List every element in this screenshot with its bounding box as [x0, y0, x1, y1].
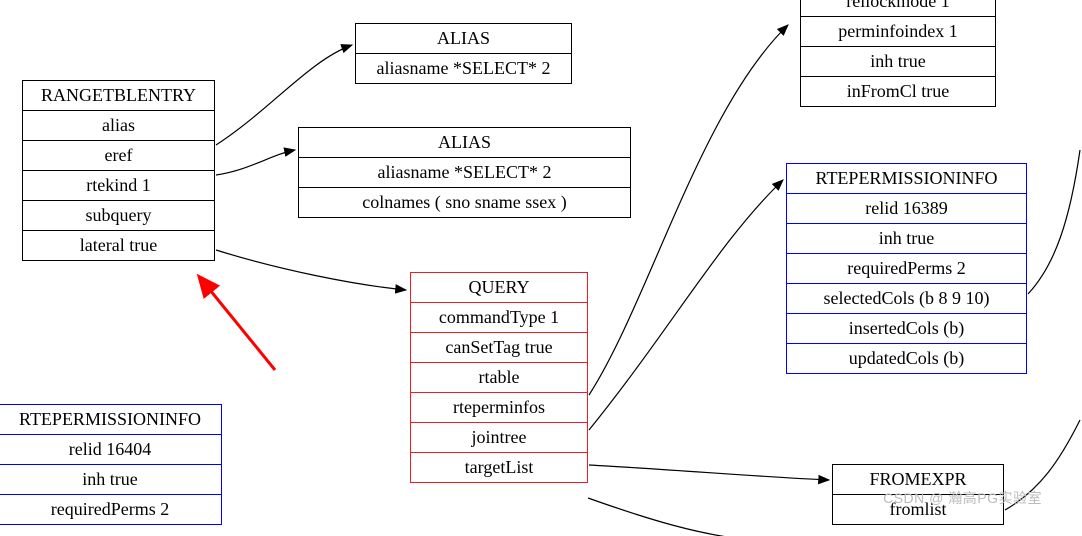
edge [588, 498, 750, 536]
node-row: colnames ( sno sname ssex ) [298, 187, 631, 218]
node-rangetblentry: RANGETBLENTRYaliaserefrtekind 1subqueryl… [22, 80, 215, 261]
node-row: requiredPerms 2 [0, 494, 222, 525]
node-rteperm_left: RTEPERMISSIONINFOrelid 16404inh truerequ… [0, 404, 222, 525]
node-row: rellockmode 1 [800, 0, 996, 16]
node-title: RANGETBLENTRY [22, 80, 215, 110]
node-title: ALIAS [298, 127, 631, 157]
node-query: QUERYcommandType 1canSetTag truertablert… [410, 272, 588, 483]
node-row: relid 16404 [0, 434, 222, 464]
node-row: insertedCols (b) [786, 313, 1027, 343]
node-row: rteperminfos [410, 392, 588, 422]
node-row: requiredPerms 2 [786, 253, 1027, 283]
node-title: ALIAS [355, 23, 572, 53]
node-row: inh true [800, 46, 996, 76]
node-row: rtekind 1 [22, 170, 215, 200]
node-row: relid 16389 [786, 193, 1027, 223]
node-row: eref [22, 140, 215, 170]
edge [216, 150, 295, 175]
highlight-arrow [210, 290, 275, 370]
node-title: RTEPERMISSIONINFO [786, 163, 1027, 193]
node-title: QUERY [410, 272, 588, 302]
node-row: subquery [22, 200, 215, 230]
node-row: perminfoindex 1 [800, 16, 996, 46]
node-row: alias [22, 110, 215, 140]
node-alias1: ALIASaliasname *SELECT* 2 [355, 23, 572, 84]
edge [1028, 150, 1080, 294]
edge [589, 465, 829, 480]
node-row: inh true [786, 223, 1027, 253]
edge [216, 250, 406, 290]
node-toprows: rellockmode 1perminfoindex 1inh trueinFr… [800, 0, 996, 107]
node-row: canSetTag true [410, 332, 588, 362]
node-row: commandType 1 [410, 302, 588, 332]
node-row: rtable [410, 362, 588, 392]
watermark: CSDN @ 瀚高PG实验室 [883, 488, 1042, 508]
node-row: jointree [410, 422, 588, 452]
node-row: targetList [410, 452, 588, 483]
node-row: aliasname *SELECT* 2 [298, 157, 631, 187]
node-title: RTEPERMISSIONINFO [0, 404, 222, 434]
node-rteperm_right: RTEPERMISSIONINFOrelid 16389inh truerequ… [786, 163, 1027, 374]
node-row: aliasname *SELECT* 2 [355, 53, 572, 84]
node-row: lateral true [22, 230, 215, 261]
node-row: updatedCols (b) [786, 343, 1027, 374]
node-row: inFromCl true [800, 76, 996, 107]
node-alias2: ALIASaliasname *SELECT* 2colnames ( sno … [298, 127, 631, 218]
node-row: inh true [0, 464, 222, 494]
node-row: selectedCols (b 8 9 10) [786, 283, 1027, 313]
